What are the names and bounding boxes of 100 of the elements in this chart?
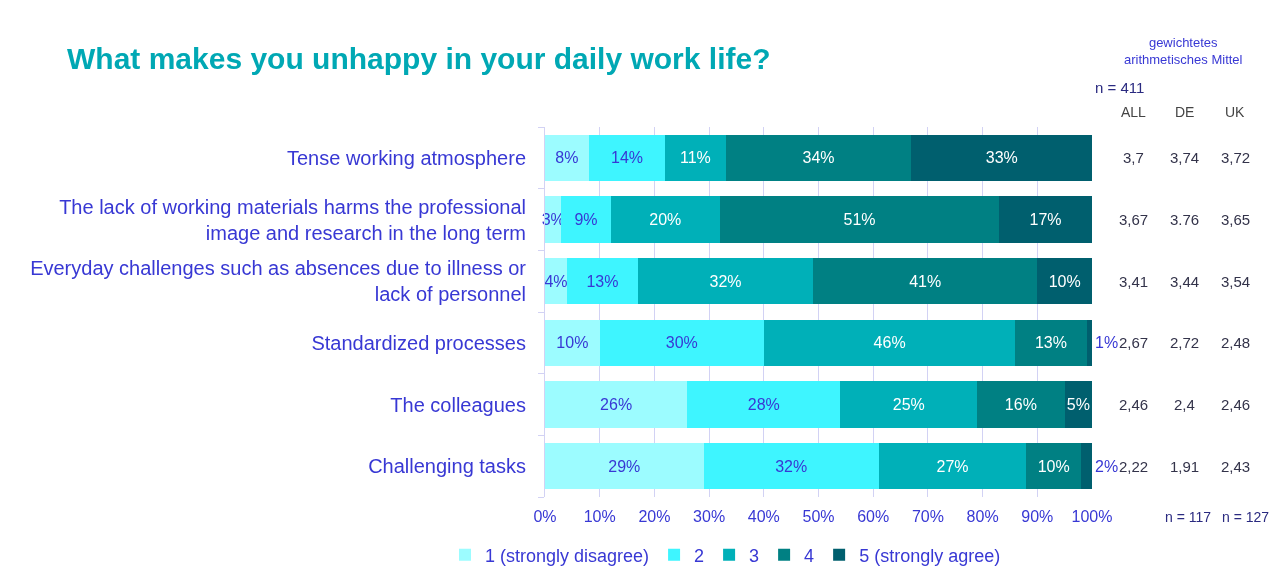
bar bbox=[610, 196, 721, 243]
data-label: 32% bbox=[709, 272, 742, 290]
bar bbox=[545, 443, 704, 490]
bar bbox=[545, 319, 600, 366]
bar bbox=[545, 381, 688, 428]
y-tick-label: Everyday challenges such as absences due to illness or lack of personnel bbox=[30, 257, 527, 306]
text: 2,22 bbox=[1119, 458, 1149, 475]
text: 3,65 bbox=[1221, 211, 1251, 228]
text: n = 411 bbox=[1095, 79, 1145, 96]
bar bbox=[1026, 443, 1082, 490]
data-label: 27% bbox=[936, 457, 969, 475]
bar bbox=[725, 134, 912, 181]
data-label: 1% bbox=[1095, 334, 1119, 352]
x-tick-label: 40% bbox=[747, 508, 780, 525]
bar bbox=[1081, 443, 1092, 490]
legend-label: 1 (strongly disagree) bbox=[485, 545, 650, 566]
text: 2,67 bbox=[1119, 334, 1149, 351]
text: DE bbox=[1175, 104, 1195, 120]
text: gewichtetes arithmetisches Mittel bbox=[1124, 35, 1243, 67]
legend-label: 5 (strongly agree) bbox=[859, 545, 1001, 566]
text: 2,43 bbox=[1221, 458, 1251, 475]
x-tick-label: 30% bbox=[693, 508, 726, 525]
data-label: 26% bbox=[600, 396, 633, 413]
data-label: 13% bbox=[1034, 334, 1067, 352]
x-tick-label: 100% bbox=[1071, 508, 1113, 525]
data-label: 46% bbox=[873, 334, 906, 352]
text: 2,46 bbox=[1119, 396, 1149, 413]
text: 3,72 bbox=[1221, 149, 1251, 166]
data-label: 16% bbox=[1004, 396, 1037, 413]
data-label: 10% bbox=[556, 334, 589, 352]
bar bbox=[840, 381, 978, 428]
bar bbox=[977, 381, 1065, 428]
legend-label: 2 bbox=[694, 545, 705, 566]
bar bbox=[599, 319, 764, 366]
text: 2,4 bbox=[1174, 396, 1195, 413]
bar bbox=[1015, 319, 1087, 366]
data-label: 2% bbox=[1095, 457, 1119, 475]
data-label: 10% bbox=[1048, 272, 1081, 290]
text: 2,46 bbox=[1221, 396, 1251, 413]
bar bbox=[813, 258, 1038, 305]
text: 3,67 bbox=[1119, 211, 1149, 228]
data-label: 4% bbox=[544, 272, 568, 290]
text: 3.76 bbox=[1170, 211, 1200, 228]
bar bbox=[999, 196, 1092, 243]
text: ALL bbox=[1121, 104, 1147, 120]
bar bbox=[665, 134, 726, 181]
data-label: 13% bbox=[586, 272, 619, 290]
bar bbox=[588, 134, 666, 181]
data-label: 8% bbox=[555, 149, 579, 167]
x-tick-label: 20% bbox=[638, 508, 671, 525]
x-tick-label: 0% bbox=[533, 508, 557, 525]
text: 2,48 bbox=[1221, 334, 1251, 351]
bar bbox=[561, 196, 611, 243]
text: 3,41 bbox=[1119, 273, 1149, 290]
data-label: 25% bbox=[892, 396, 925, 413]
data-label: 41% bbox=[909, 272, 942, 290]
bar bbox=[545, 134, 589, 181]
data-label: 11% bbox=[680, 149, 711, 167]
data-label: 51% bbox=[843, 211, 876, 228]
text: 3,54 bbox=[1221, 273, 1251, 290]
data-label: 14% bbox=[611, 149, 644, 167]
bar bbox=[703, 443, 879, 490]
text: n = 127 bbox=[1222, 509, 1270, 525]
data-label: 32% bbox=[775, 457, 808, 475]
bar bbox=[911, 134, 1092, 181]
data-label: 28% bbox=[747, 396, 780, 413]
data-label: 34% bbox=[802, 149, 835, 167]
data-label: 30% bbox=[665, 334, 698, 352]
text: n = 117 bbox=[1165, 509, 1212, 525]
bar bbox=[1037, 258, 1092, 305]
x-tick-label: 10% bbox=[583, 508, 616, 525]
x-tick-label: 60% bbox=[857, 508, 890, 525]
chart-title: What makes you unhappy in your daily work life? bbox=[67, 41, 771, 75]
y-tick-label: Challenging tasks bbox=[368, 455, 526, 478]
data-label: 5% bbox=[1066, 396, 1090, 413]
x-tick-label: 80% bbox=[966, 508, 999, 525]
y-tick-label: Standardized processes bbox=[311, 331, 526, 354]
data-label: 33% bbox=[985, 149, 1018, 167]
y-tick-label: Tense working atmosphere bbox=[286, 146, 526, 169]
y-tick-label: The colleagues bbox=[390, 393, 526, 416]
data-label: 10% bbox=[1037, 457, 1070, 475]
data-label: 17% bbox=[1029, 211, 1062, 228]
legend-label: 3 bbox=[749, 545, 760, 566]
text: 3,44 bbox=[1170, 273, 1200, 290]
bar bbox=[878, 443, 1027, 490]
x-tick-label: 50% bbox=[802, 508, 835, 525]
bar bbox=[763, 319, 1016, 366]
text: UK bbox=[1225, 104, 1246, 120]
bar bbox=[687, 381, 841, 428]
text: 1,91 bbox=[1170, 458, 1200, 475]
x-tick-label: 70% bbox=[911, 508, 944, 525]
bar bbox=[637, 258, 814, 305]
text: 2,72 bbox=[1170, 334, 1200, 351]
y-tick-label: The lack of working materials harms the professional image and research in the long term bbox=[59, 195, 526, 244]
x-tick-label: 90% bbox=[1021, 508, 1054, 525]
bar bbox=[566, 258, 638, 305]
text: 3,74 bbox=[1170, 149, 1200, 166]
bar bbox=[720, 196, 1000, 243]
data-label: 9% bbox=[574, 211, 598, 228]
data-label: 29% bbox=[608, 457, 641, 475]
